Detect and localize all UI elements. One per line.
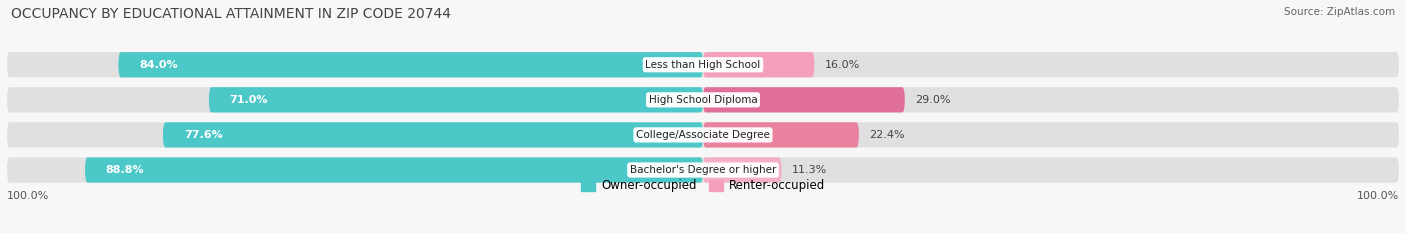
FancyBboxPatch shape <box>209 87 703 113</box>
Text: 71.0%: 71.0% <box>229 95 269 105</box>
Text: 100.0%: 100.0% <box>1357 191 1399 201</box>
Text: 84.0%: 84.0% <box>139 60 179 70</box>
FancyBboxPatch shape <box>118 52 703 77</box>
Text: Source: ZipAtlas.com: Source: ZipAtlas.com <box>1284 7 1395 17</box>
Text: Bachelor's Degree or higher: Bachelor's Degree or higher <box>630 165 776 175</box>
FancyBboxPatch shape <box>7 157 1399 183</box>
Text: 16.0%: 16.0% <box>825 60 860 70</box>
FancyBboxPatch shape <box>7 122 1399 147</box>
Text: 29.0%: 29.0% <box>915 95 950 105</box>
FancyBboxPatch shape <box>84 157 703 183</box>
Text: 22.4%: 22.4% <box>869 130 905 140</box>
Text: 77.6%: 77.6% <box>184 130 222 140</box>
FancyBboxPatch shape <box>703 157 782 183</box>
FancyBboxPatch shape <box>7 87 1399 113</box>
Text: OCCUPANCY BY EDUCATIONAL ATTAINMENT IN ZIP CODE 20744: OCCUPANCY BY EDUCATIONAL ATTAINMENT IN Z… <box>11 7 451 21</box>
Text: 100.0%: 100.0% <box>7 191 49 201</box>
FancyBboxPatch shape <box>703 52 814 77</box>
Text: Less than High School: Less than High School <box>645 60 761 70</box>
Text: High School Diploma: High School Diploma <box>648 95 758 105</box>
Legend: Owner-occupied, Renter-occupied: Owner-occupied, Renter-occupied <box>576 175 830 197</box>
FancyBboxPatch shape <box>163 122 703 147</box>
Text: 88.8%: 88.8% <box>105 165 145 175</box>
FancyBboxPatch shape <box>703 87 905 113</box>
Text: 11.3%: 11.3% <box>792 165 827 175</box>
Text: College/Associate Degree: College/Associate Degree <box>636 130 770 140</box>
FancyBboxPatch shape <box>703 122 859 147</box>
FancyBboxPatch shape <box>7 52 1399 77</box>
